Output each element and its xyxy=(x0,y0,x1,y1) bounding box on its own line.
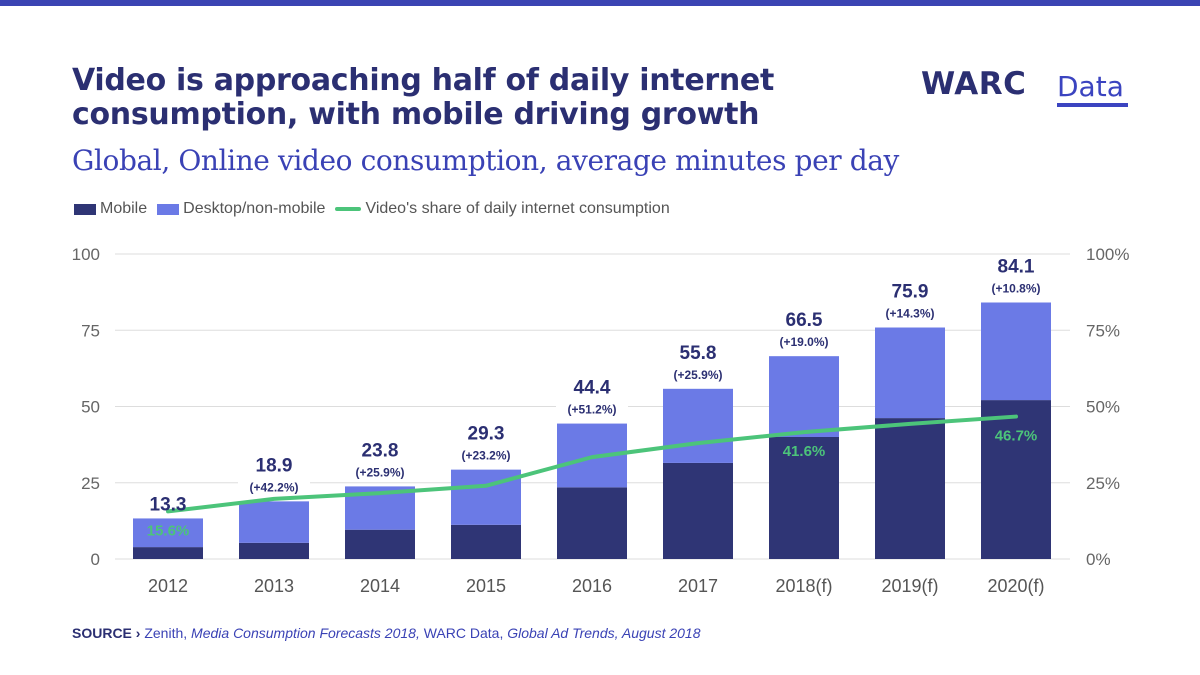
left-tick-label: 25 xyxy=(81,474,100,493)
title-line-2: consumption, with mobile driving growth xyxy=(72,97,760,132)
warc-data-logo: Data xyxy=(1057,70,1124,103)
source-part-3: WARC Data, xyxy=(419,625,508,641)
logo-underline xyxy=(1057,103,1128,107)
total-label: 13.3 xyxy=(150,494,187,515)
source-part-4: Global Ad Trends, August 2018 xyxy=(507,625,701,641)
right-tick-label: 75% xyxy=(1086,321,1120,340)
x-tick-label: 2013 xyxy=(254,576,294,596)
bar-desktop xyxy=(875,327,945,419)
total-label: 18.9 xyxy=(256,455,293,476)
bar-mobile xyxy=(557,487,627,559)
total-label: 84.1 xyxy=(998,256,1035,277)
bar-mobile xyxy=(981,400,1051,559)
x-tick-label: 2018(f) xyxy=(775,576,832,596)
source-label: SOURCE › xyxy=(72,625,141,641)
growth-label: (+25.9%) xyxy=(673,368,722,382)
right-axis-ticks: 0% 25% 50% 75% 100% xyxy=(1086,245,1129,569)
growth-label: (+10.8%) xyxy=(991,281,1040,295)
bar-mobile xyxy=(451,524,521,559)
right-tick-label: 0% xyxy=(1086,550,1111,569)
growth-label: (+51.2%) xyxy=(567,403,616,417)
legend-swatch-mobile xyxy=(74,203,96,215)
growth-label: (+25.9%) xyxy=(355,465,404,479)
right-tick-label: 100% xyxy=(1086,245,1129,264)
chart-subtitle: Global, Online video consumption, averag… xyxy=(72,144,899,177)
bar-mobile xyxy=(345,529,415,559)
legend-item-mobile: Mobile xyxy=(74,200,147,218)
legend-label-desktop: Desktop/non-mobile xyxy=(183,200,326,217)
growth-label: (+42.2%) xyxy=(249,480,298,494)
growth-label: (+14.3%) xyxy=(885,307,934,321)
legend-swatch-desktop xyxy=(157,203,180,215)
x-tick-label: 2016 xyxy=(572,576,612,596)
growth-label-bg xyxy=(238,478,310,495)
left-axis-ticks: 0 25 50 75 100 xyxy=(72,245,100,569)
title-line-1: Video is approaching half of daily inter… xyxy=(72,63,775,98)
right-tick-label: 25% xyxy=(1086,474,1120,493)
bar-mobile xyxy=(239,542,309,559)
legend-swatch-share-line xyxy=(335,207,362,211)
bars xyxy=(133,302,1051,559)
share-label: 15.6% xyxy=(147,522,190,539)
left-tick-label: 0 xyxy=(91,550,100,569)
top-accent-bar xyxy=(0,0,1200,6)
legend-label-share: Video's share of daily internet consumpt… xyxy=(365,200,670,217)
growth-label-bg xyxy=(874,304,946,321)
growth-label-bg xyxy=(344,463,416,480)
legend-item-share: Video's share of daily internet consumpt… xyxy=(335,200,670,218)
share-line-layer xyxy=(166,414,1018,514)
share-label: 46.7% xyxy=(995,428,1038,445)
right-tick-label: 50% xyxy=(1086,398,1120,417)
bar-desktop xyxy=(133,518,203,548)
warc-logo: WARC xyxy=(921,66,1027,102)
bar-mobile xyxy=(769,437,839,559)
total-label: 66.5 xyxy=(786,310,823,331)
growth-label-bg xyxy=(450,446,522,463)
total-label: 23.8 xyxy=(362,440,399,461)
growth-label: (+19.0%) xyxy=(779,335,828,349)
bar-mobile xyxy=(875,418,945,559)
bar-mobile xyxy=(663,462,733,559)
x-tick-label: 2017 xyxy=(678,576,718,596)
legend-label-mobile: Mobile xyxy=(100,200,148,217)
x-tick-label: 2014 xyxy=(360,576,400,596)
bar-desktop xyxy=(239,501,309,543)
legend: Mobile Desktop/non-mobile Video's share … xyxy=(74,200,680,218)
x-tick-label: 2015 xyxy=(466,576,506,596)
total-label: 75.9 xyxy=(892,282,929,303)
growth-label: (+23.2%) xyxy=(461,449,510,463)
source-part-2: Media Consumption Forecasts 2018, xyxy=(191,625,420,641)
left-tick-label: 75 xyxy=(81,321,100,340)
bar-desktop xyxy=(663,388,733,463)
share-label: 41.6% xyxy=(783,443,826,460)
bar-mobile xyxy=(133,547,203,559)
source-part-1: Zenith, xyxy=(140,625,192,641)
x-axis-ticks: 2012 2013 2014 2015 2016 2017 2018(f) 2019(f) 20… xyxy=(148,576,1045,596)
data-labels: 13.3 18.9 (+42.2%) 23.8 (+25.9%) 29.3 (+23.2%)… xyxy=(147,256,1052,539)
left-tick-label: 100 xyxy=(72,245,100,264)
bar-desktop xyxy=(769,356,839,437)
x-tick-label: 2019(f) xyxy=(881,576,938,596)
left-tick-label: 50 xyxy=(81,398,100,417)
source-note: SOURCE › Zenith, Media Consumption Forec… xyxy=(72,625,701,641)
total-label: 44.4 xyxy=(574,378,611,399)
bar-desktop xyxy=(981,302,1051,401)
growth-label-bg xyxy=(662,365,734,382)
growth-label-bg xyxy=(556,400,628,417)
growth-label-bg xyxy=(768,333,840,350)
growth-label-bg xyxy=(980,279,1052,296)
x-tick-label: 2020(f) xyxy=(987,576,1044,596)
chart-title: Video is approaching half of daily inter… xyxy=(72,64,832,132)
total-label: 55.8 xyxy=(680,343,717,364)
total-label: 29.3 xyxy=(468,424,505,445)
x-tick-label: 2012 xyxy=(148,576,188,596)
legend-item-desktop: Desktop/non-mobile xyxy=(157,200,325,218)
